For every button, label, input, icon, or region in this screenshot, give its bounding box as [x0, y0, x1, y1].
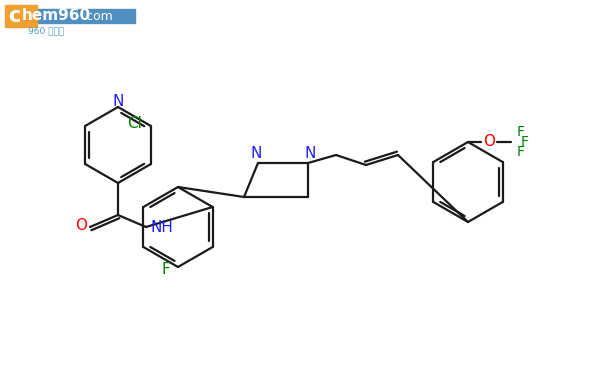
Text: NH: NH — [151, 219, 174, 234]
Text: F: F — [162, 261, 171, 276]
Text: N: N — [250, 147, 262, 162]
Text: F: F — [517, 145, 525, 159]
Text: N: N — [113, 93, 123, 108]
Text: 960 化工网: 960 化工网 — [28, 26, 64, 35]
Text: O: O — [483, 134, 495, 148]
Text: F: F — [517, 125, 525, 139]
Bar — [5, 5, 37, 27]
Text: O: O — [75, 219, 87, 234]
Bar — [20, 9, 135, 23]
Text: N: N — [304, 147, 316, 162]
Text: hem960: hem960 — [22, 9, 91, 24]
Text: c: c — [8, 6, 21, 26]
Text: F: F — [521, 135, 529, 149]
Text: .com: .com — [83, 9, 114, 22]
Text: Cl: Cl — [128, 117, 142, 132]
